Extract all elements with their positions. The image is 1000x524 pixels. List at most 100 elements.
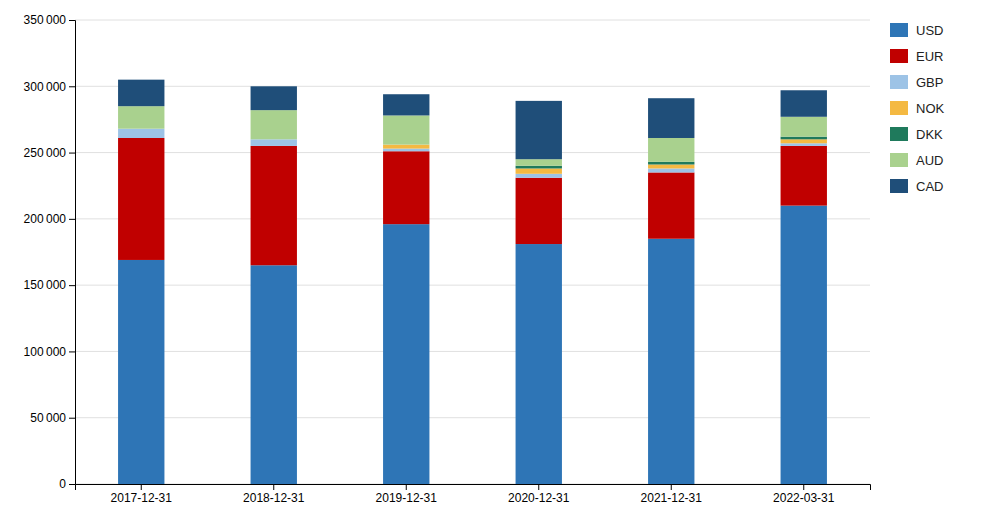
bar-segment <box>118 129 164 138</box>
x-tick: 2019-12-31 <box>376 484 438 505</box>
legend-swatch <box>890 101 908 115</box>
legend-label: CAD <box>916 179 943 194</box>
x-tick-label: 2020-12-31 <box>508 491 570 505</box>
legend-item: DKK <box>890 127 943 142</box>
y-tick-label: 100 000 <box>24 345 67 359</box>
bar-segment <box>781 139 827 143</box>
legend-label: NOK <box>916 101 945 116</box>
legend-swatch <box>890 153 908 167</box>
bar-segment <box>383 115 429 144</box>
y-axis-line <box>69 21 76 485</box>
legend: USD EUR GBP NOK DKK AUD CAD <box>890 23 945 194</box>
legend-label: EUR <box>916 49 943 64</box>
bar-segment <box>118 138 164 260</box>
y-tick-label: 150 000 <box>24 278 67 292</box>
legend-swatch <box>890 127 908 141</box>
y-tick: 50 000 <box>30 411 75 425</box>
x-tick-label: 2022-03-31 <box>773 491 835 505</box>
y-tick-mark <box>69 418 75 419</box>
plot: 0 50 000 100 000 150 000 200 000 250 000 300 0… <box>24 13 871 504</box>
y-tick: 250 000 <box>24 146 75 160</box>
series <box>118 106 827 166</box>
legend-item: GBP <box>890 75 943 90</box>
y-tick: 300 000 <box>24 80 75 94</box>
series <box>118 206 827 484</box>
x-tick: 2018-12-31 <box>243 484 305 505</box>
bar-segment <box>781 137 827 140</box>
y-tick-mark <box>69 351 75 352</box>
bar-segment <box>383 151 429 224</box>
bar-segment <box>118 80 164 107</box>
chart: 0 50 000 100 000 150 000 200 000 250 000 300 0… <box>0 0 1000 524</box>
bar-segment <box>516 166 562 169</box>
legend-swatch <box>890 23 908 37</box>
bar-segment <box>648 239 694 484</box>
y-tick-mark <box>69 219 75 220</box>
bar-segment <box>383 145 429 149</box>
y-tick: 100 000 <box>24 345 75 359</box>
legend-label: USD <box>916 23 943 38</box>
x-tick: 2017-12-31 <box>111 484 173 505</box>
bar-segment <box>251 265 297 484</box>
y-tick-label: 200 000 <box>24 212 67 226</box>
x-tick-mark <box>803 484 804 490</box>
bar-segment <box>516 178 562 244</box>
series <box>118 129 827 178</box>
bars <box>118 80 827 484</box>
bar-segment <box>781 90 827 117</box>
legend-item: CAD <box>890 179 943 194</box>
series <box>118 80 827 160</box>
grid-line <box>75 152 870 153</box>
bar-segment <box>648 165 694 169</box>
legend-swatch <box>890 179 908 193</box>
bar-segment <box>781 117 827 137</box>
y-tick-label: 300 000 <box>24 80 67 94</box>
x-tick: 2022-03-31 <box>773 484 835 505</box>
x-axis: 2017-12-31 2018-12-31 2019-12-31 2020-12-31… <box>76 484 871 505</box>
y-tick: 150 000 <box>24 278 75 292</box>
bar-segment <box>648 98 694 138</box>
bar-segment <box>516 159 562 166</box>
y-tick: 0 <box>59 477 75 491</box>
bar-segment <box>383 224 429 484</box>
legend-item: NOK <box>890 101 945 116</box>
y-axis: 0 50 000 100 000 150 000 200 000 250 000 300 0… <box>24 13 76 491</box>
y-tick: 350 000 <box>24 13 75 27</box>
y-tick-mark <box>69 285 75 286</box>
bar-segment <box>516 168 562 173</box>
grid-line <box>75 417 870 418</box>
bar-segment <box>251 139 297 146</box>
y-tick-mark <box>69 86 75 87</box>
grid-line <box>75 218 870 219</box>
x-tick-mark <box>671 484 672 490</box>
y-tick-mark <box>69 20 75 21</box>
y-tick-label: 350 000 <box>24 13 67 27</box>
legend-label: DKK <box>916 127 943 142</box>
series <box>516 137 827 169</box>
grid-line <box>75 285 870 286</box>
grid-line <box>75 351 870 352</box>
y-tick-label: 0 <box>59 477 66 491</box>
legend-label: GBP <box>916 75 943 90</box>
bar-segment <box>383 94 429 115</box>
y-tick-mark <box>69 153 75 154</box>
bar-segment <box>516 174 562 178</box>
y-tick-label: 50 000 <box>30 411 66 425</box>
legend-item: EUR <box>890 49 943 64</box>
bar-segment <box>516 244 562 484</box>
x-tick-mark <box>406 484 407 490</box>
bar-segment <box>383 149 429 152</box>
bar-segment <box>648 162 694 165</box>
series <box>383 139 827 173</box>
x-tick-mark <box>141 484 142 490</box>
bar-segment <box>781 146 827 206</box>
y-tick-mark <box>69 484 75 485</box>
grid-line <box>75 20 870 21</box>
grid <box>75 20 870 484</box>
legend-item: AUD <box>890 153 943 168</box>
x-tick: 2021-12-31 <box>641 484 703 505</box>
x-tick-label: 2021-12-31 <box>641 491 703 505</box>
legend-swatch <box>890 75 908 89</box>
y-tick: 200 000 <box>24 212 75 226</box>
bar-segment <box>781 206 827 484</box>
